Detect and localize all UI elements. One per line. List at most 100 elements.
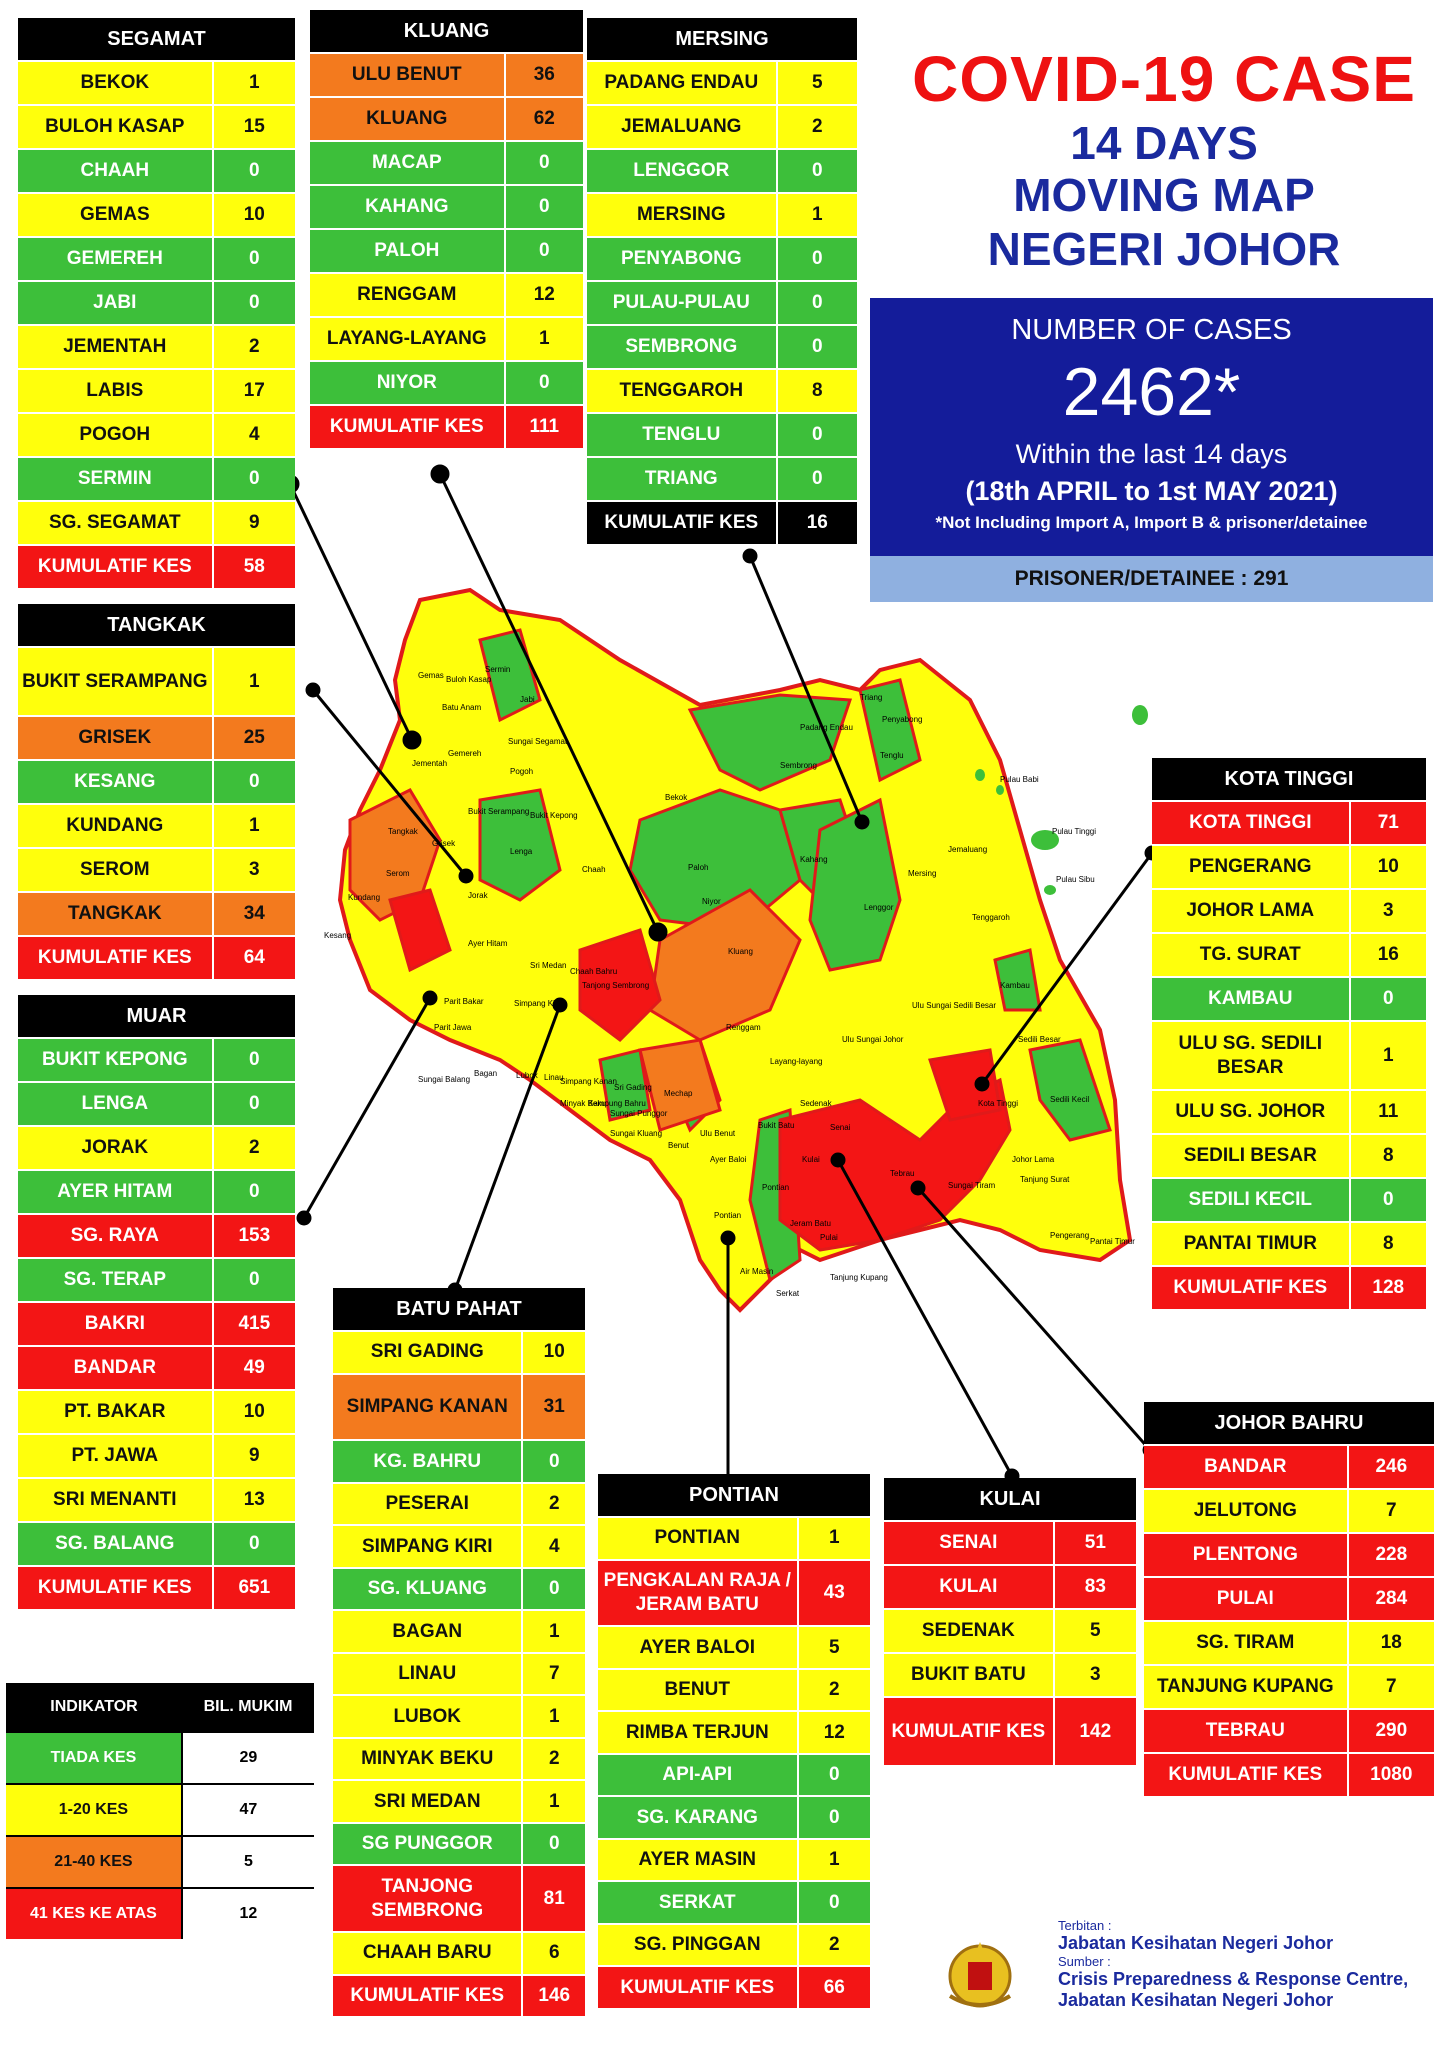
mukim-row: GEMEREH 0: [18, 236, 295, 280]
mukim-name: SEDILI BESAR: [1183, 1145, 1317, 1167]
mukim-name: API-API: [662, 1764, 733, 1786]
mukim-cases: 10: [211, 194, 295, 236]
mukim-row: BUKIT BATU 3: [884, 1652, 1136, 1696]
district-table-kluang: KLUANG ULU BENUT 36 KLUANG 62 MACAP 0 KAHANG 0 PA…: [310, 10, 583, 448]
mukim-row: BUKIT KEPONG 0: [18, 1037, 295, 1081]
mukim-name: BAKRI: [84, 1313, 145, 1335]
mukim-cases: 0: [211, 282, 295, 324]
district-table-kota-tinggi: KOTA TINGGI KOTA TINGGI 71 PENGERANG 10 JOHOR…: [1152, 758, 1426, 1310]
mukim-row: BEKOK 1: [18, 60, 295, 104]
map-label: Triang: [860, 693, 882, 702]
mukim-row: JELUTONG 7: [1144, 1488, 1434, 1532]
mukim-cases: 13: [211, 1479, 295, 1521]
mukim-cases: 651: [211, 1567, 295, 1609]
mukim-cases: 0: [775, 414, 857, 456]
map-label: Kampung Bahru: [588, 1099, 646, 1108]
mukim-cases: 0: [796, 1797, 870, 1838]
mukim-name: SEMBRONG: [625, 336, 738, 358]
mukim-cases: 1: [211, 648, 295, 716]
mukim-row: TENGGAROH 8: [587, 368, 857, 412]
mukim-row: TANJONG SEMBRONG 81: [333, 1864, 585, 1932]
mukim-cases: 3: [1348, 890, 1426, 932]
map-label: Jorak: [468, 891, 489, 900]
mukim-name: PANTAI TIMUR: [1183, 1233, 1317, 1255]
map-label: Pulau Tinggi: [1052, 827, 1096, 836]
mukim-row: RENGGAM 12: [310, 272, 583, 316]
map-label: Renggam: [726, 1023, 761, 1032]
mukim-name: KUMULATIF KES: [37, 1577, 192, 1599]
mukim-name: TANJUNG KUPANG: [1156, 1676, 1334, 1698]
map-label: Bukit Serampang: [468, 807, 529, 816]
mukim-name: SG. TIRAM: [1196, 1632, 1295, 1654]
mukim-name: KUMULATIF KES: [1168, 1764, 1323, 1786]
map-region-green: [687, 693, 853, 792]
mukim-name: SG. TERAP: [63, 1269, 166, 1291]
mukim-cases: 0: [775, 458, 857, 500]
mukim-row: PADANG ENDAU 5: [587, 60, 857, 104]
mukim-cases: 0: [775, 238, 857, 280]
map-label: Simpang Kanan: [560, 1077, 617, 1086]
mukim-row: SG. PINGGAN 2: [598, 1922, 870, 1966]
mukim-name: JORAK: [81, 1137, 149, 1159]
map-label: Jemaluang: [948, 845, 987, 854]
district-table-tangkak: TANGKAK BUKIT SERAMPANG 1 GRISEK 25 KESANG 0 KU…: [18, 604, 295, 980]
mukim-cases: 0: [521, 1823, 585, 1865]
mukim-row: POGOH 4: [18, 412, 295, 456]
mukim-row: SIMPANG KIRI 4: [333, 1524, 585, 1567]
mukim-name: SENAI: [939, 1532, 998, 1554]
mukim-row: CHAAH BARU 6: [333, 1931, 585, 1974]
mukim-cases: 0: [1348, 1179, 1426, 1222]
mukim-row: KAHANG 0: [310, 184, 583, 228]
mukim-name: ULU BENUT: [351, 64, 462, 86]
mukim-row: LABIS 17: [18, 368, 295, 412]
mukim-name: KAHANG: [365, 196, 449, 218]
mukim-name: SERMIN: [77, 468, 152, 490]
mukim-row: KLUANG 62: [310, 96, 583, 140]
map-label: Minyak Beku: [560, 1099, 606, 1108]
mukim-row: JEMENTAH 2: [18, 324, 295, 368]
mukim-cases: 49: [211, 1347, 295, 1389]
summary-label: NUMBER OF CASES: [1011, 314, 1292, 346]
legend-header: INDIKATOR BIL. MUKIM: [6, 1683, 314, 1731]
mukim-row: AYER MASIN 1: [598, 1837, 870, 1881]
mukim-cases: 12: [796, 1712, 870, 1753]
mukim-row: TENGLU 0: [587, 412, 857, 456]
map-label: Tenglu: [880, 751, 904, 760]
mukim-row: JORAK 2: [18, 1125, 295, 1169]
mukim-name: PULAI: [1216, 1588, 1274, 1610]
mukim-row: SIMPANG KANAN 31: [333, 1372, 585, 1440]
legend-row: 21-40 KES 5: [6, 1835, 314, 1887]
mukim-cases: 0: [503, 142, 583, 184]
mukim-cases: 16: [1348, 934, 1426, 976]
mukim-name: KUMULATIF KES: [891, 1720, 1046, 1742]
mukim-cases: 43: [796, 1560, 870, 1626]
mukim-row: BULOH KASAP 15: [18, 104, 295, 148]
map-region-green: [993, 948, 1042, 1012]
mukim-cases: 9: [211, 1435, 295, 1477]
mukim-row: MINYAK BEKU 2: [333, 1736, 585, 1780]
mukim-row: KG. BAHRU 0: [333, 1439, 585, 1482]
mukim-cases: 5: [1052, 1610, 1136, 1652]
map-label: Simpang Kiri: [514, 999, 560, 1008]
district-header: JOHOR BAHRU: [1144, 1402, 1434, 1444]
footer-source1: Crisis Preparedness & Response Centre,: [1058, 1969, 1409, 1989]
mukim-row: SRI MEDAN 1: [333, 1779, 585, 1822]
mukim-name: MINYAK BEKU: [361, 1748, 494, 1770]
mukim-name: PT. JAWA: [71, 1445, 159, 1467]
map-label: Sri Gading: [614, 1083, 652, 1092]
mukim-name: PADANG ENDAU: [604, 72, 759, 94]
map-region-red: [578, 928, 662, 1042]
mukim-cases: 246: [1346, 1446, 1434, 1488]
mukim-cases: 62: [503, 98, 583, 140]
mukim-name: TENGLU: [642, 424, 721, 446]
map-label: Bagan: [474, 1069, 497, 1078]
mukim-row: AYER HITAM 0: [18, 1169, 295, 1213]
mukim-cases: 8: [1348, 1135, 1426, 1178]
map-label: Pogoh: [510, 767, 533, 776]
map-label: Bukit Kepong: [530, 811, 578, 820]
mukim-cases: 8: [775, 370, 857, 412]
mukim-cases: 58: [211, 546, 295, 588]
mukim-cases: 8: [1348, 1223, 1426, 1266]
mukim-name: BANDAR: [73, 1357, 156, 1379]
mukim-cases: 3: [1052, 1654, 1136, 1696]
